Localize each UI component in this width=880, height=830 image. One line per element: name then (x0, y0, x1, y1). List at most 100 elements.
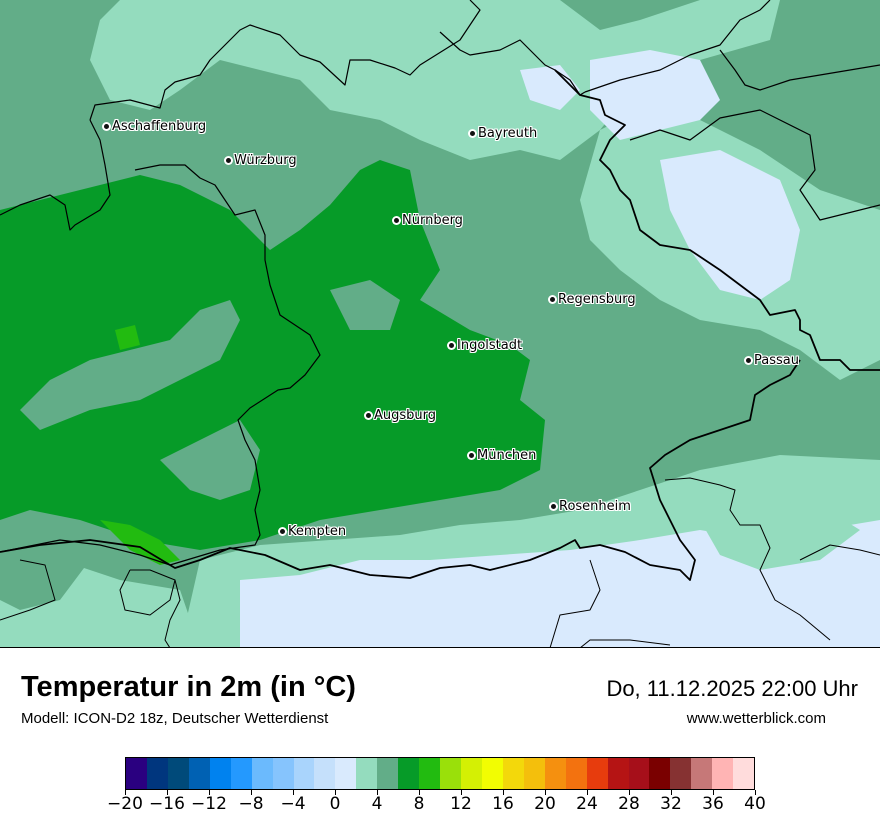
colorbar-segment (209, 758, 231, 789)
colorbar-tick (712, 790, 714, 795)
colorbar-tick-label: 12 (450, 794, 472, 814)
colorbar-segment (314, 758, 336, 789)
zone-8-10-lake-constance (100, 520, 180, 565)
city-marker-icon (226, 158, 231, 163)
colorbar-segment (167, 758, 189, 789)
zone-2-4-alps-patch (700, 500, 860, 570)
model-source: Modell: ICON-D2 18z, Deutscher Wetterdie… (21, 710, 329, 727)
swiss-border (0, 559, 56, 621)
colorbar-segment (502, 758, 524, 789)
city-label: Bayreuth (478, 126, 538, 141)
colorbar-tick-label: 4 (371, 794, 383, 814)
colorbar-segment (586, 758, 608, 789)
czech-regional-border (629, 109, 880, 221)
state-border-wurttemberg (0, 164, 321, 566)
colorbar-tick-label: 40 (744, 794, 766, 814)
map-canvas (0, 0, 880, 647)
colorbar-tick (502, 790, 504, 795)
colorbar-segment (398, 758, 420, 789)
colorbar-segment (251, 758, 273, 789)
colorbar-tick-label: 28 (618, 794, 640, 814)
colorbar-tick-label: 0 (329, 794, 341, 814)
colorbar-segment (607, 758, 629, 789)
colorbar-segment (649, 758, 671, 789)
colorbar-tick-label: −16 (149, 794, 185, 814)
borders (0, 0, 880, 647)
city-passau: Passau (746, 353, 799, 368)
colorbar-segment (188, 758, 210, 789)
city-rosenheim: Rosenheim (551, 499, 631, 514)
state-border-thuringia (439, 31, 586, 96)
colorbar-tick-label: 36 (702, 794, 724, 814)
colorbar-segment (544, 758, 566, 789)
colorbar-segment (523, 758, 545, 789)
city-label: Aschaffenburg (112, 119, 207, 134)
colorbar-tick (166, 790, 168, 795)
colorbar-segment (712, 758, 734, 789)
colorbar-tick (754, 790, 756, 795)
colorbar-tick (670, 790, 672, 795)
colorbar-tick-label: 20 (534, 794, 556, 814)
colorbar-tick (208, 790, 210, 795)
forecast-datetime: Do, 11.12.2025 22:00 Uhr (606, 676, 858, 701)
city-wurzburg: Würzburg (226, 153, 297, 168)
colorbar-tick (544, 790, 546, 795)
colorbar-tick-label: 8 (413, 794, 425, 814)
city-marker-icon (449, 343, 454, 348)
zone-4-6-west-hole (20, 300, 240, 430)
city-augsburg: Augsburg (366, 408, 436, 423)
colorbar-tick-label: −12 (191, 794, 227, 814)
colorbar-segment (272, 758, 294, 789)
city-label: Ingolstadt (457, 338, 523, 353)
colorbar-segment (565, 758, 587, 789)
city-label: Passau (754, 353, 799, 368)
colorbar-segment (126, 758, 147, 789)
city-munchen: München (469, 448, 536, 463)
colorbar-segment (628, 758, 650, 789)
zone-4-6-southwest (0, 540, 90, 610)
state-border-saxony (719, 49, 880, 91)
colorbar-tick-label: −8 (238, 794, 264, 814)
city-marker-icon (394, 218, 399, 223)
colorbar-segment (691, 758, 713, 789)
state-border-bavaria (89, 0, 481, 121)
colorbar-segment (335, 758, 357, 789)
map-title: Temperatur in 2m (in °C) (21, 671, 356, 703)
colorbar-tick (250, 790, 252, 795)
colorbar-segment (146, 758, 168, 789)
austria-internal-border-2 (799, 544, 880, 561)
colorbar-segment (481, 758, 503, 789)
city-aschaffenburg: Aschaffenburg (104, 119, 206, 134)
city-regensburg: Regensburg (550, 292, 636, 307)
city-marker-icon (469, 453, 474, 458)
austria-internal-border-4 (580, 639, 671, 647)
city-marker-icon (366, 413, 371, 418)
city-nurnberg: Nürnberg (394, 213, 463, 228)
vorarlberg-border (119, 569, 176, 616)
city-label: Kempten (288, 524, 347, 539)
city-marker-icon (280, 529, 285, 534)
colorbar-tick (460, 790, 462, 795)
colorbar-segment (733, 758, 755, 789)
colorbar-segment (356, 758, 378, 789)
city-label: Nürnberg (402, 213, 463, 228)
city-marker-icon (550, 297, 555, 302)
colorbar-tick (292, 790, 294, 795)
city-label: Rosenheim (559, 499, 631, 514)
zone-0-2-bohemia-2 (660, 150, 800, 300)
temperature-map: Aschaffenburg Würzburg Bayreuth Nürnberg… (0, 0, 880, 648)
city-label: Regensburg (558, 292, 636, 307)
zone-4-6-west-hole-2 (160, 420, 260, 500)
city-label: München (477, 448, 537, 463)
city-ingolstadt: Ingolstadt (449, 338, 522, 353)
zone-0-2-bohemia (590, 50, 720, 140)
austria-internal-border (664, 477, 831, 641)
country-border-czech (554, 69, 880, 371)
temperature-colorbar (125, 757, 755, 790)
colorbar-ticks: −20 −16 −12 −8 −4 0 4 8 12 16 20 24 28 32 36 40 (107, 790, 766, 826)
city-marker-icon (470, 131, 475, 136)
liechtenstein-border (164, 579, 181, 647)
austria-internal-border-3 (549, 559, 601, 647)
colorbar-tick-label: 24 (576, 794, 598, 814)
city-label: Würzburg (234, 153, 297, 168)
